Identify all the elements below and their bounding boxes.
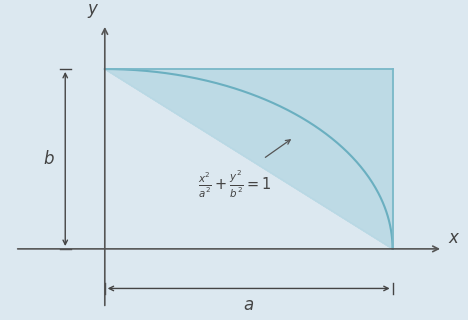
- Polygon shape: [105, 69, 393, 249]
- Text: $a$: $a$: [243, 297, 254, 315]
- Text: $x$: $x$: [448, 230, 461, 247]
- Text: $\frac{x^2}{a^2}+\frac{y^2}{b^2}=1$: $\frac{x^2}{a^2}+\frac{y^2}{b^2}=1$: [197, 169, 271, 200]
- Text: $y$: $y$: [87, 3, 99, 20]
- Text: $b$: $b$: [43, 150, 54, 168]
